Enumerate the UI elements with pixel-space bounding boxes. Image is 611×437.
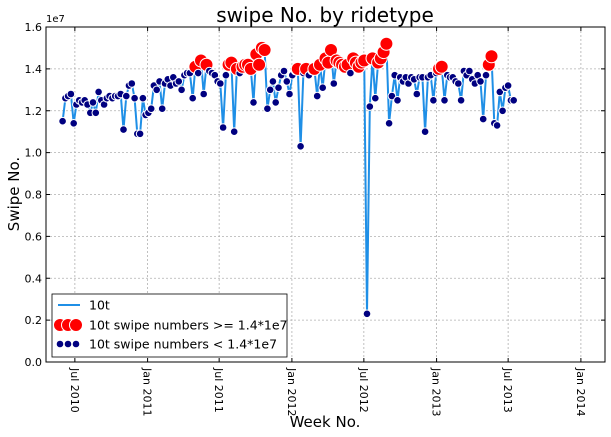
data-point-below (365, 102, 375, 111)
data-point-below (492, 121, 502, 130)
data-point-below (271, 98, 281, 107)
y-tick-label: 1.4 (25, 63, 43, 76)
data-point-below (362, 309, 372, 319)
x-axis: Jul 2010 Jan 2011 Jul 2011 Jan 2012 Jul 2012… (68, 27, 587, 416)
legend-label: 10t swipe numbers < 1.4*1e7 (89, 337, 277, 352)
data-point-below (130, 93, 139, 103)
data-point-below (174, 77, 184, 86)
grid (46, 27, 605, 362)
data-point-below (119, 125, 128, 134)
data-point-below (393, 96, 402, 105)
x-tick-label: Jul 2010 (68, 367, 81, 413)
x-tick-label: Jul 2012 (357, 367, 370, 413)
legend-label: 10t (89, 298, 110, 313)
data-point-below (346, 68, 355, 78)
y-tick-label: 0.8 (25, 189, 43, 202)
data-point-below (58, 116, 67, 126)
data-point-below (429, 96, 438, 105)
data-point-below (177, 85, 186, 95)
y-tick-label: 0.6 (25, 230, 43, 243)
data-point-below (91, 108, 101, 118)
data-point-below (216, 79, 225, 88)
data-point-below (152, 85, 161, 95)
data-point-below (478, 114, 488, 124)
data-point-below (285, 89, 294, 99)
legend-marker-below (63, 339, 73, 349)
data-point-below (387, 91, 397, 101)
data-point-below (465, 66, 474, 76)
x-tick-label: Jan 2014 (574, 367, 587, 416)
data-point-below (265, 85, 275, 95)
x-tick-label: Jul 2013 (501, 367, 514, 413)
data-point-below (456, 96, 466, 105)
x-tick-label: Jan 2011 (141, 367, 154, 416)
x-tick-label: Jan 2013 (430, 367, 443, 416)
data-point-below (199, 89, 208, 99)
data-point-below (263, 104, 272, 113)
data-point-below (221, 70, 231, 80)
x-tick-label: Jul 2011 (212, 367, 225, 413)
y-tick-label: 0.4 (25, 272, 43, 285)
data-point-below (384, 119, 394, 128)
data-point-below (420, 127, 430, 136)
data-point-below (412, 89, 422, 99)
data-point-below (495, 87, 505, 97)
data-point-below (279, 66, 289, 76)
data-point-below (188, 93, 197, 103)
data-point-below (249, 98, 258, 107)
data-point-below (157, 104, 167, 113)
legend-marker-below (55, 339, 65, 349)
legend: 10t 10t swipe numbers >= 1.4*1e7 10t swipe… (51, 293, 288, 358)
data-markers (58, 36, 519, 319)
data-point-above (484, 49, 499, 64)
data-point-below (268, 77, 278, 86)
data-point-below (193, 68, 203, 78)
data-point-below (229, 127, 239, 136)
data-point-below (135, 129, 145, 139)
data-point-below (498, 106, 507, 116)
y-tick-label: 0.0 (25, 356, 43, 369)
data-point-below (94, 87, 103, 97)
y-axis: 0.0 0.2 0.4 0.6 0.8 1.0 1.2 1.4 1.6 (25, 21, 605, 369)
legend-marker-above (69, 318, 83, 332)
data-point-below (66, 89, 76, 99)
data-point-above (379, 36, 394, 51)
x-axis-label: Week No. (290, 413, 361, 431)
data-point-below (69, 119, 78, 128)
y-tick-label: 1.0 (25, 147, 43, 160)
data-point-above (257, 43, 272, 57)
data-point-below (274, 83, 283, 92)
data-point-below (218, 123, 228, 132)
data-point-below (138, 93, 148, 103)
y-tick-label: 1.2 (25, 105, 43, 118)
data-point-below (318, 83, 328, 92)
data-point-below (454, 79, 463, 88)
chart-title: swipe No. by ridetype (216, 3, 434, 27)
data-point-below (503, 81, 513, 90)
legend-label: 10t swipe numbers >= 1.4*1e7 (89, 318, 288, 333)
data-point-below (122, 91, 131, 101)
data-point-below (476, 77, 485, 86)
legend-box (51, 293, 288, 358)
data-point-below (296, 142, 305, 151)
data-point-below (282, 77, 292, 86)
y-axis-label: Swipe No. (5, 157, 23, 231)
y-offset-label: 1e7 (46, 14, 65, 25)
data-point-below (440, 96, 449, 105)
y-tick-label: 0.2 (25, 314, 43, 327)
data-point-below (127, 79, 137, 88)
data-point-above (434, 59, 449, 74)
y-tick-label: 1.6 (25, 21, 43, 34)
data-point-below (481, 70, 491, 80)
data-point-below (371, 93, 380, 103)
data-point-below (88, 98, 98, 107)
data-point-below (509, 96, 519, 105)
x-tick-label: Jan 2012 (285, 367, 298, 416)
legend-marker-below (71, 339, 81, 349)
data-point-below (312, 91, 322, 101)
data-point-below (329, 79, 339, 88)
data-point-below (146, 104, 156, 113)
data-point-above (252, 57, 267, 72)
